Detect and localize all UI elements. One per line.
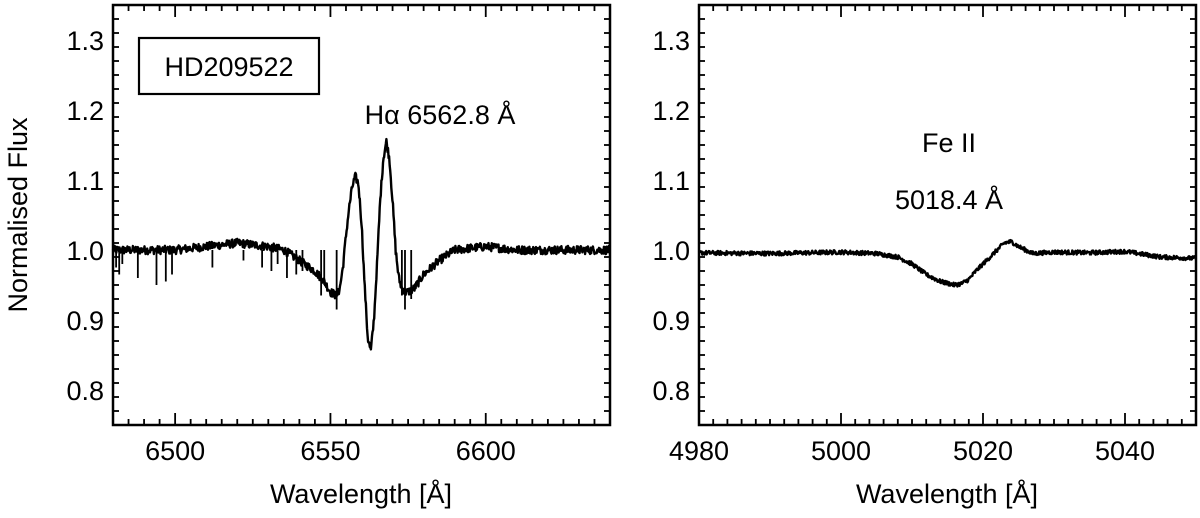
y-tick-label: 1.3 (66, 26, 104, 56)
y-tick-label: 1.2 (652, 96, 690, 126)
x-tick-label: 6550 (300, 436, 360, 466)
panel-feii: 4980 5000 5020 5040 0.8 0.9 1.0 1.1 1.2 1.3 Fe II… (652, 3, 1198, 509)
y-tick-label: 1.1 (66, 166, 104, 196)
x-tick-label: 5020 (953, 436, 1013, 466)
x-tick-label: 5040 (1095, 436, 1155, 466)
y-axis-title: Normalised Flux (3, 117, 33, 313)
spectrum-line (697, 238, 1198, 288)
series-group (697, 238, 1198, 288)
x-tick-label: 6600 (456, 436, 516, 466)
series-group (111, 137, 612, 351)
star-label-frame (137, 36, 321, 96)
star-label: HD209522 (164, 52, 293, 82)
y-tick-label: 0.9 (66, 306, 104, 336)
y-tick-label: 1.0 (652, 236, 690, 266)
y-tick-label: 1.0 (66, 236, 104, 266)
y-tick-label: 1.2 (66, 96, 104, 126)
star-label-box: HD209522 (137, 36, 321, 96)
line-annotation-wavelength: 5018.4 Å (895, 184, 1003, 215)
spectrum-line (111, 137, 612, 351)
line-annotation: Fe II (922, 128, 976, 158)
ticks-group: 6500 6550 6600 0.8 0.9 1.0 1.1 1.2 1.3 (66, 4, 611, 466)
x-axis-title: Wavelength [Å] (856, 478, 1038, 509)
ticks-group: 4980 5000 5020 5040 0.8 0.9 1.0 1.1 1.2 1.3 (652, 4, 1197, 466)
y-tick-label: 1.3 (652, 26, 690, 56)
line-annotation: Hα 6562.8 Å (365, 99, 516, 130)
y-tick-label: 0.9 (652, 306, 690, 336)
y-tick-label: 0.8 (652, 376, 690, 406)
x-tick-label: 5000 (811, 436, 871, 466)
x-axis-title: Wavelength [Å] (270, 478, 452, 509)
x-tick-label: 6500 (145, 436, 205, 466)
plot-frame (697, 3, 1198, 427)
y-tick-label: 1.1 (652, 166, 690, 196)
x-tick-label: 4980 (669, 436, 729, 466)
y-tick-label: 0.8 (66, 376, 104, 406)
